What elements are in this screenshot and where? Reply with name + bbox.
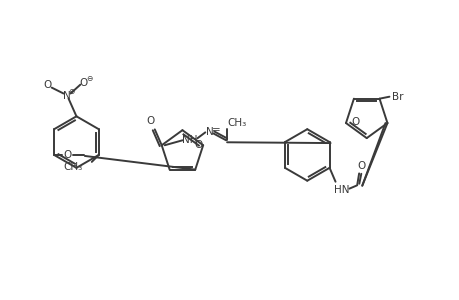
Text: ⊕: ⊕ xyxy=(68,87,74,96)
Text: HN: HN xyxy=(333,184,348,195)
Text: =: = xyxy=(212,125,220,135)
Text: O: O xyxy=(356,161,364,171)
Text: O: O xyxy=(350,117,358,127)
Text: N: N xyxy=(62,91,70,100)
Text: CH₃: CH₃ xyxy=(227,118,246,128)
Text: N: N xyxy=(206,128,214,137)
Text: O: O xyxy=(146,116,155,127)
Text: O: O xyxy=(79,78,87,88)
Text: O: O xyxy=(194,140,202,150)
Text: Br: Br xyxy=(391,92,402,102)
Text: O: O xyxy=(64,150,72,160)
Text: ⊖: ⊖ xyxy=(86,74,92,83)
Text: O: O xyxy=(44,80,52,90)
Text: CH₃: CH₃ xyxy=(63,162,83,172)
Text: NH: NH xyxy=(181,135,197,145)
